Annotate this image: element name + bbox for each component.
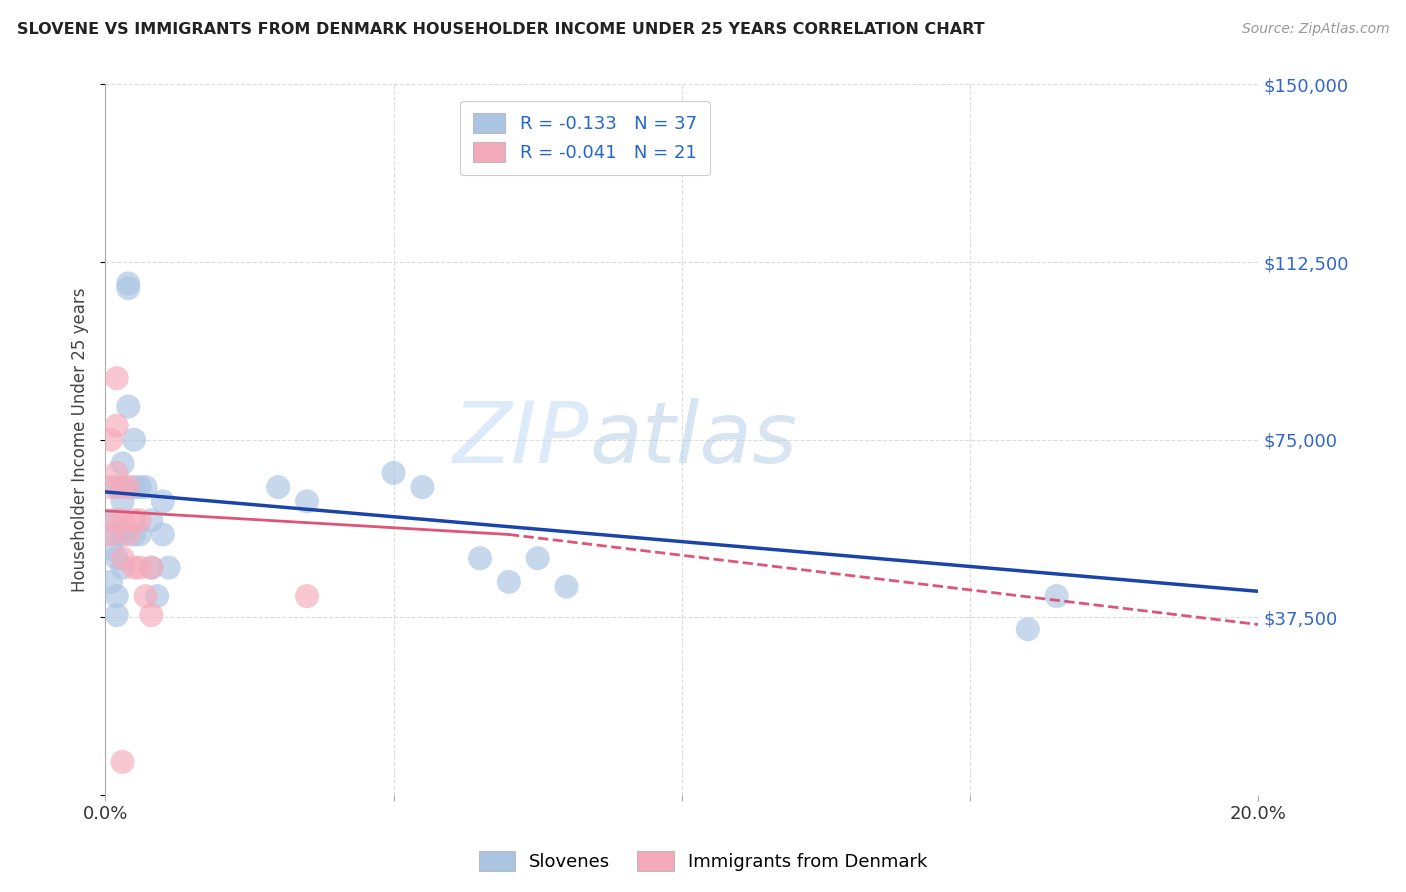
Point <box>122 560 145 574</box>
Point <box>105 466 128 480</box>
Point <box>117 527 139 541</box>
Point <box>267 480 290 494</box>
Point <box>105 527 128 541</box>
Point <box>105 513 128 527</box>
Point <box>141 560 163 574</box>
Point <box>1017 622 1039 636</box>
Point <box>105 551 128 566</box>
Point <box>152 494 174 508</box>
Point <box>141 513 163 527</box>
Point <box>128 527 150 541</box>
Point <box>146 589 169 603</box>
Y-axis label: Householder Income Under 25 years: Householder Income Under 25 years <box>72 287 89 592</box>
Point <box>122 433 145 447</box>
Point <box>100 433 122 447</box>
Point <box>122 513 145 527</box>
Point <box>141 608 163 623</box>
Point <box>526 551 548 566</box>
Point <box>111 551 134 566</box>
Point <box>100 513 122 527</box>
Point <box>100 541 122 556</box>
Point <box>100 527 122 541</box>
Point <box>122 480 145 494</box>
Text: atlas: atlas <box>589 398 797 482</box>
Text: Source: ZipAtlas.com: Source: ZipAtlas.com <box>1241 22 1389 37</box>
Point <box>468 551 491 566</box>
Point <box>128 560 150 574</box>
Point <box>117 281 139 295</box>
Point <box>111 457 134 471</box>
Legend: Slovenes, Immigrants from Denmark: Slovenes, Immigrants from Denmark <box>471 844 935 879</box>
Legend: R = -0.133   N = 37, R = -0.041   N = 21: R = -0.133 N = 37, R = -0.041 N = 21 <box>460 101 710 175</box>
Point <box>105 608 128 623</box>
Point <box>141 560 163 574</box>
Point <box>498 574 520 589</box>
Point <box>122 527 145 541</box>
Point <box>105 480 128 494</box>
Point <box>135 480 157 494</box>
Point <box>135 589 157 603</box>
Point <box>1046 589 1069 603</box>
Text: ZIP: ZIP <box>453 398 589 482</box>
Point <box>128 480 150 494</box>
Point <box>555 580 578 594</box>
Point <box>105 418 128 433</box>
Point <box>100 480 122 494</box>
Point <box>382 466 405 480</box>
Point <box>157 560 180 574</box>
Point <box>117 480 139 494</box>
Point <box>152 527 174 541</box>
Point <box>100 574 122 589</box>
Point <box>111 755 134 769</box>
Point <box>295 494 318 508</box>
Point <box>128 513 150 527</box>
Point <box>111 527 134 541</box>
Point <box>111 513 134 527</box>
Point <box>105 589 128 603</box>
Point <box>117 400 139 414</box>
Point <box>105 371 128 385</box>
Point <box>111 480 134 494</box>
Point <box>111 494 134 508</box>
Text: SLOVENE VS IMMIGRANTS FROM DENMARK HOUSEHOLDER INCOME UNDER 25 YEARS CORRELATION: SLOVENE VS IMMIGRANTS FROM DENMARK HOUSE… <box>17 22 984 37</box>
Point <box>295 589 318 603</box>
Point <box>411 480 433 494</box>
Point <box>111 560 134 574</box>
Point <box>117 277 139 291</box>
